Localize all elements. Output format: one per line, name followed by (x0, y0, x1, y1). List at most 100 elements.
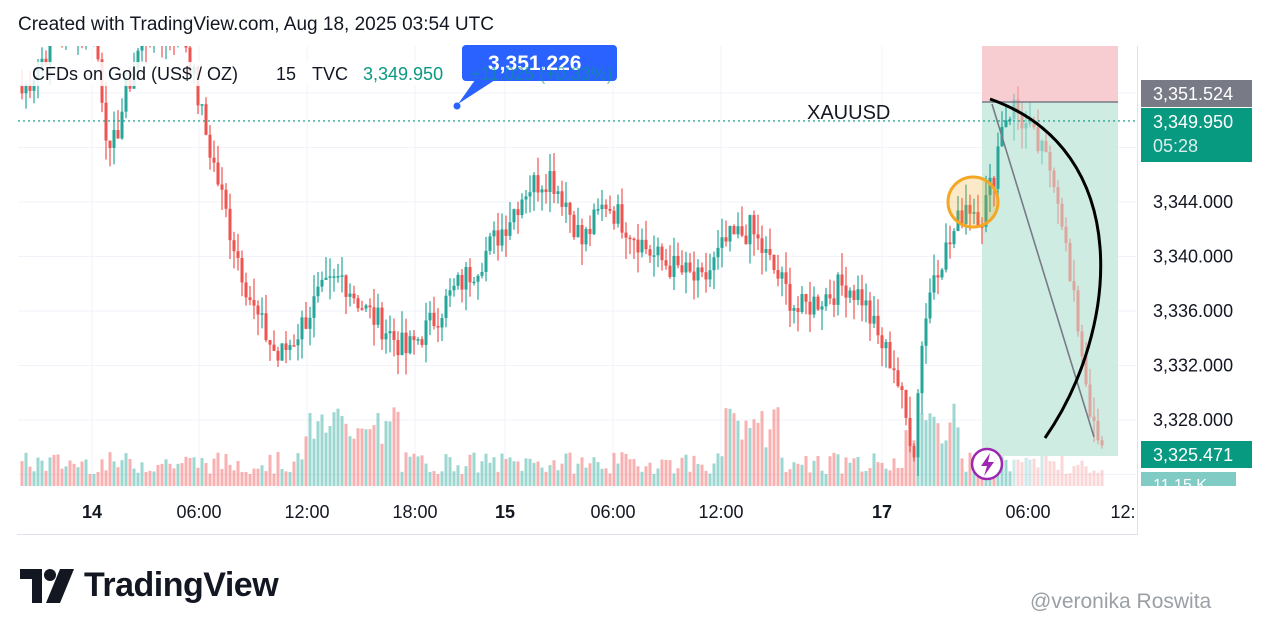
volume-bar (996, 470, 1000, 486)
volume-bar (1060, 454, 1064, 486)
volume-bar (1044, 455, 1048, 486)
volume-bar (100, 459, 104, 486)
volume-bar (780, 457, 784, 486)
volume-bar (468, 454, 472, 486)
volume-bar (856, 456, 860, 486)
candle (260, 297, 264, 329)
candle (173, 46, 175, 56)
volume-bar (440, 471, 444, 486)
volume-bar (272, 473, 276, 486)
volume-bar (192, 457, 196, 486)
candle (584, 226, 588, 252)
volume-bar (48, 457, 52, 486)
volume-bar (760, 411, 764, 486)
volume-bar (668, 460, 672, 486)
candle (928, 278, 932, 324)
flash-icon[interactable] (970, 447, 1004, 481)
candle (868, 292, 872, 341)
volume-bar (756, 422, 760, 486)
candle (1028, 100, 1032, 128)
volume-bar (340, 416, 344, 486)
volume-bar (368, 429, 372, 486)
volume-bar (908, 441, 912, 486)
volume-bar (236, 461, 240, 486)
candle (676, 242, 680, 269)
candle (348, 283, 352, 307)
candle (596, 198, 600, 215)
candle (536, 157, 540, 202)
candle (496, 212, 500, 261)
candle (364, 303, 368, 313)
volume-bar (372, 425, 376, 486)
candle (276, 346, 280, 367)
candle (736, 212, 740, 239)
volume-bar (144, 472, 148, 486)
volume-bar (852, 458, 856, 486)
tradingview-brand: TradingView (84, 566, 279, 604)
candle (728, 225, 732, 252)
candle (448, 278, 452, 307)
candle (400, 311, 404, 356)
volume-bar (1096, 472, 1100, 486)
candle (320, 271, 324, 293)
price-tag-bottom-value: 3,325.471 (1153, 445, 1233, 465)
candle (972, 198, 976, 225)
candle (644, 220, 648, 255)
candle (452, 278, 456, 297)
candle (816, 294, 820, 311)
volume-bar (964, 471, 968, 486)
volume-bar (768, 429, 772, 486)
volume-bar (880, 462, 884, 486)
price-axis[interactable]: 3,344.000 3,340.000 3,336.000 3,332.000 3,32… (1153, 192, 1233, 430)
candle (636, 223, 640, 273)
tooltip-value: 3,351.226 (488, 52, 581, 75)
candle (432, 296, 436, 330)
candle (1048, 145, 1052, 188)
candle (96, 46, 100, 62)
candle (492, 221, 496, 254)
candle (177, 46, 179, 48)
change-value: +11.025 (+0.33%) (470, 64, 613, 84)
price-chart[interactable]: XAUUSD 3,351.226 CFDs on Gold (US$ / OZ)… (0, 0, 1280, 540)
candle (444, 288, 448, 328)
symbol-legend[interactable]: CFDs on Gold (US$ / OZ) 15 TVC 3,349.950… (20, 62, 613, 86)
volume-bar (352, 438, 356, 486)
volume-bar (328, 426, 332, 486)
volume-bar (920, 413, 924, 486)
time-axis[interactable]: 14 06:00 12:00 18:00 15 06:00 12:00 17 06:00 12: (82, 502, 1136, 522)
volume-bar (476, 472, 480, 486)
volume-bar (1012, 459, 1016, 486)
candle (300, 310, 304, 359)
candle (976, 194, 980, 227)
candle (620, 188, 624, 239)
candle (440, 313, 444, 342)
volume-bar (88, 473, 92, 486)
candle (544, 173, 548, 204)
candle (668, 245, 672, 279)
volume-bar (1028, 459, 1032, 486)
volume-bar (608, 473, 612, 486)
price-tick-label: 3,340.000 (1153, 247, 1233, 267)
volume-bar (156, 464, 160, 486)
volume-bar (620, 452, 624, 486)
volume-bar (220, 468, 224, 486)
candle (165, 46, 167, 60)
volume-bar (284, 471, 288, 486)
volume-bar (588, 463, 592, 486)
candle (184, 46, 188, 53)
volume-bar (848, 462, 852, 486)
candle (564, 182, 568, 223)
volume-bar (540, 467, 544, 486)
candle (436, 308, 440, 343)
volume-bar (536, 461, 540, 486)
candle (288, 339, 292, 361)
volume-bar (136, 472, 140, 486)
candle (980, 217, 984, 245)
candle (108, 140, 112, 167)
candle (1052, 167, 1056, 193)
bar-countdown: 05:28 (1153, 136, 1198, 156)
candle (296, 323, 300, 361)
volume-tag-value: 11.15 K (1153, 477, 1207, 494)
tradingview-logo[interactable]: TradingView (20, 566, 279, 605)
volume-bar (596, 462, 600, 486)
